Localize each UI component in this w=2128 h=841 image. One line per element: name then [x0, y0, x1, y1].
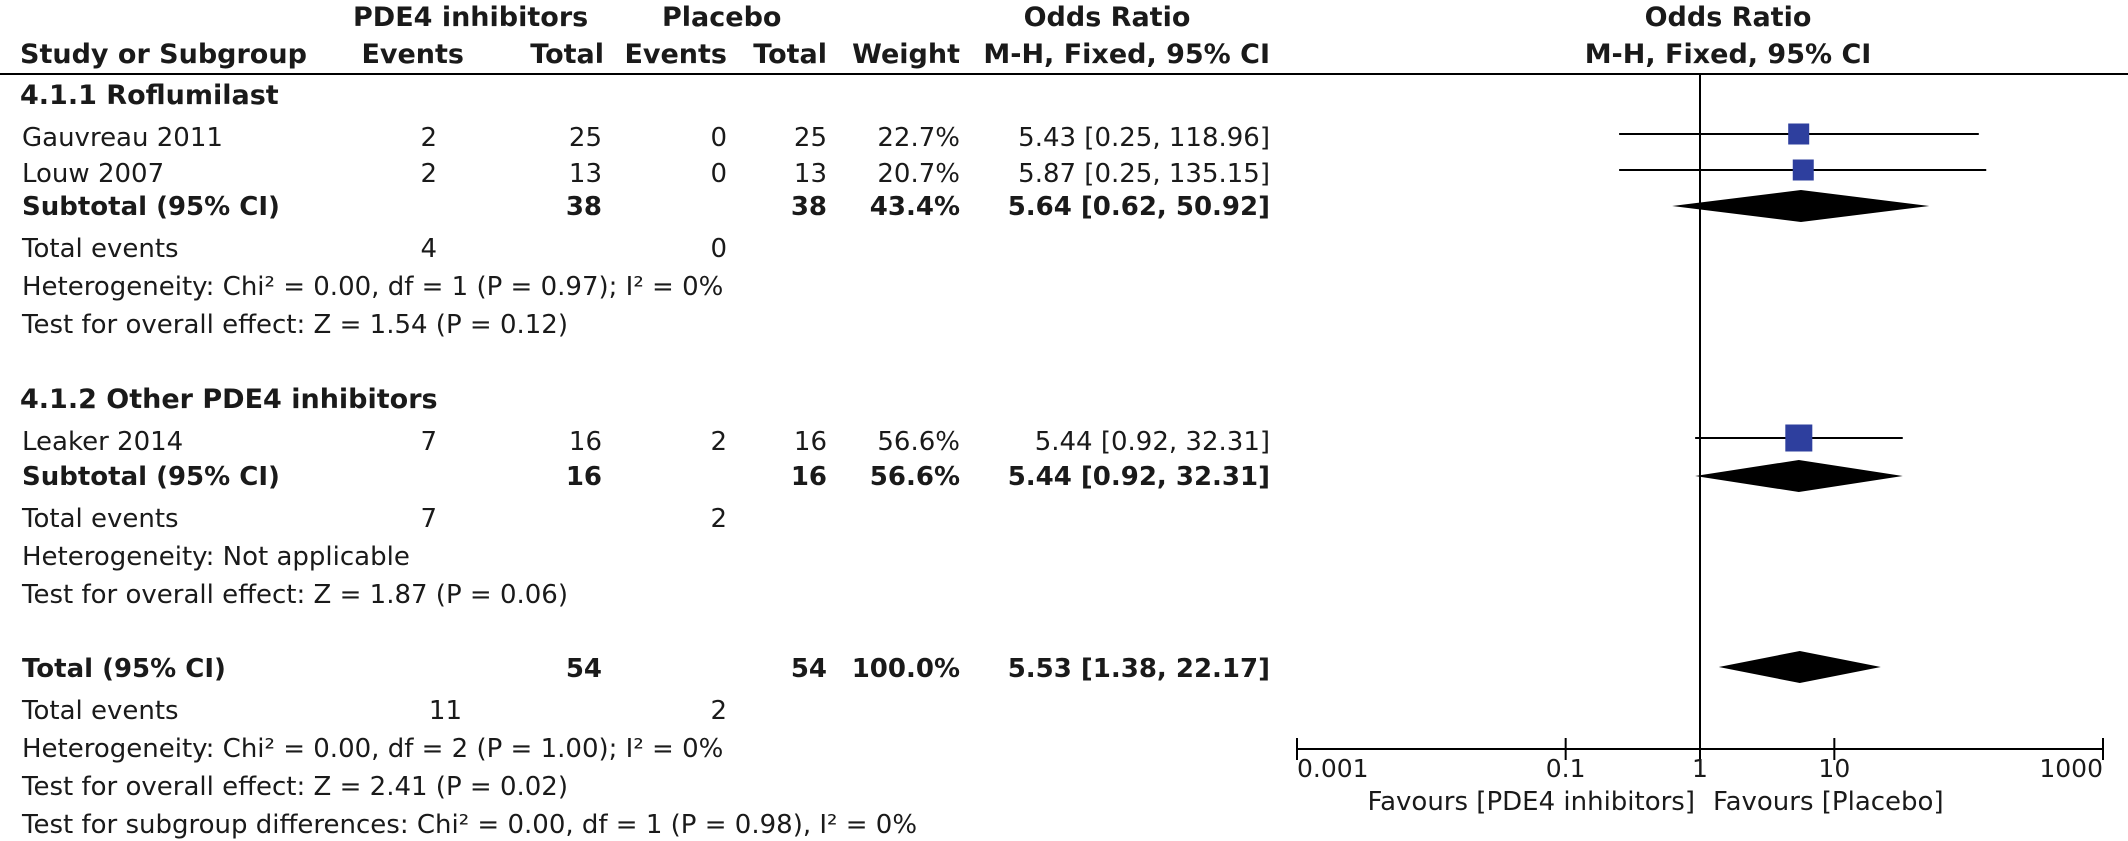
pde4-total: 13: [569, 159, 602, 189]
weight-value: 22.7%: [877, 123, 960, 153]
heterogeneity-text: Heterogeneity: Chi² = 0.00, df = 1 (P = …: [22, 272, 723, 302]
subgroup-differences-text: Test for subgroup differences: Chi² = 0.…: [21, 810, 917, 840]
weight-value: 56.6%: [870, 462, 960, 492]
or-title-header: Odds Ratio: [1024, 2, 1191, 33]
placebo-events-header: Events: [624, 39, 727, 70]
x-axis-tick-label: 1: [1692, 754, 1708, 783]
pde4-total: 54: [566, 654, 602, 684]
table-row: Gauvreau 2011 2 25 0 25 22.7% 5.43 [0.25…: [22, 123, 1270, 153]
subgroup-title: 4.1.2 Other PDE4 inhibitors: [20, 384, 438, 415]
overall-effect-text: Test for overall effect: Z = 2.41 (P = 0…: [21, 772, 568, 802]
placebo-total: 16: [794, 427, 827, 457]
or-ci-value: 5.53 [1.38, 22.17]: [1008, 654, 1270, 684]
placebo-events: 0: [710, 159, 727, 189]
plot-method-header: M-H, Fixed, 95% CI: [1585, 39, 1872, 70]
pde4-events: 2: [420, 123, 437, 153]
or-ci-value: 5.87 [0.25, 135.15]: [1018, 159, 1270, 189]
or-ci-value: 5.44 [0.92, 32.31]: [1008, 462, 1270, 492]
placebo-total: 38: [791, 192, 827, 222]
pde4-events: 7: [420, 504, 437, 534]
placebo-total: 16: [791, 462, 827, 492]
pde4-events-header: Events: [361, 39, 464, 70]
placebo-events: 2: [710, 696, 727, 726]
pde4-events: 7: [420, 427, 437, 457]
favours-right-label: Favours [Placebo]: [1713, 787, 1944, 817]
subtotal-row: Subtotal (95% CI) 16 16 56.6% 5.44 [0.92…: [22, 462, 1270, 492]
weight-value: 20.7%: [877, 159, 960, 189]
study-square: [1788, 123, 1810, 145]
subtotal-row: Subtotal (95% CI) 38 38 43.4% 5.64 [0.62…: [22, 192, 1270, 222]
heterogeneity-text: Heterogeneity: Chi² = 0.00, df = 2 (P = …: [22, 734, 723, 764]
x-axis-tick-label: 10: [1818, 754, 1850, 783]
pde4-total: 16: [569, 427, 602, 457]
study-square: [1792, 159, 1814, 181]
pde4-events: 2: [420, 159, 437, 189]
study-col-header: Study or Subgroup: [20, 39, 307, 70]
events-row: Total events 7 2: [21, 504, 727, 534]
placebo-total: 54: [791, 654, 827, 684]
study-square: [1785, 424, 1813, 452]
study-name: Gauvreau 2011: [22, 123, 223, 153]
subtotal-label: Subtotal (95% CI): [22, 462, 280, 492]
pde4-events: 11: [429, 696, 462, 726]
weight-value: 100.0%: [852, 654, 960, 684]
pde4-total-header: Total: [530, 39, 604, 70]
placebo-group-header: Placebo: [662, 2, 781, 33]
subgroup-title: 4.1.1 Roflumilast: [20, 80, 279, 111]
placebo-total: 13: [794, 159, 827, 189]
subtotal-label: Subtotal (95% CI): [22, 192, 280, 222]
pooled-diamond: [1718, 651, 1881, 683]
pooled-diamond: [1695, 460, 1903, 492]
weight-value: 56.6%: [877, 427, 960, 457]
placebo-events: 2: [710, 504, 727, 534]
total-events-label: Total events: [21, 696, 179, 726]
placebo-events: 0: [710, 234, 727, 264]
overall-effect-text: Test for overall effect: Z = 1.54 (P = 0…: [21, 310, 568, 340]
table-row: Louw 2007 2 13 0 13 20.7% 5.87 [0.25, 13…: [22, 159, 1270, 189]
pde4-events: 4: [420, 234, 437, 264]
events-row: Total events 4 0: [21, 234, 727, 264]
pde4-total: 25: [569, 123, 602, 153]
or-ci-value: 5.64 [0.62, 50.92]: [1008, 192, 1270, 222]
overall-effect-text: Test for overall effect: Z = 1.87 (P = 0…: [21, 580, 568, 610]
total-label: Total (95% CI): [22, 654, 226, 684]
pde4-total: 16: [566, 462, 602, 492]
events-row: Total events 11 2: [21, 696, 727, 726]
total-row: Total (95% CI) 54 54 100.0% 5.53 [1.38, …: [22, 654, 1270, 684]
placebo-events: 0: [710, 123, 727, 153]
or-ci-value: 5.44 [0.92, 32.31]: [1035, 427, 1270, 457]
pde4-group-header: PDE4 inhibitors: [353, 2, 588, 33]
or-method-header: M-H, Fixed, 95% CI: [983, 39, 1270, 70]
or-ci-value: 5.43 [0.25, 118.96]: [1018, 123, 1270, 153]
weight-header: Weight: [852, 39, 960, 70]
placebo-events: 2: [710, 427, 727, 457]
x-axis-tick-label: 1000: [2039, 754, 2103, 783]
x-axis-tick-label: 0.001: [1297, 754, 1369, 783]
heterogeneity-text: Heterogeneity: Not applicable: [22, 542, 410, 572]
study-name: Leaker 2014: [22, 427, 183, 457]
plot-area: 0.001 0.1 1 10 1000: [1296, 74, 2104, 783]
plot-title-header: Odds Ratio: [1645, 2, 1812, 33]
table-row: Leaker 2014 7 16 2 16 56.6% 5.44 [0.92, …: [22, 427, 1270, 457]
pde4-total: 38: [566, 192, 602, 222]
favours-left-label: Favours [PDE4 inhibitors]: [1368, 787, 1695, 817]
placebo-total: 25: [794, 123, 827, 153]
total-events-label: Total events: [21, 234, 179, 264]
study-name: Louw 2007: [22, 159, 164, 189]
total-events-label: Total events: [21, 504, 179, 534]
x-axis-tick-label: 0.1: [1546, 754, 1586, 783]
placebo-total-header: Total: [753, 39, 827, 70]
weight-value: 43.4%: [870, 192, 960, 222]
pooled-diamond: [1672, 190, 1930, 222]
